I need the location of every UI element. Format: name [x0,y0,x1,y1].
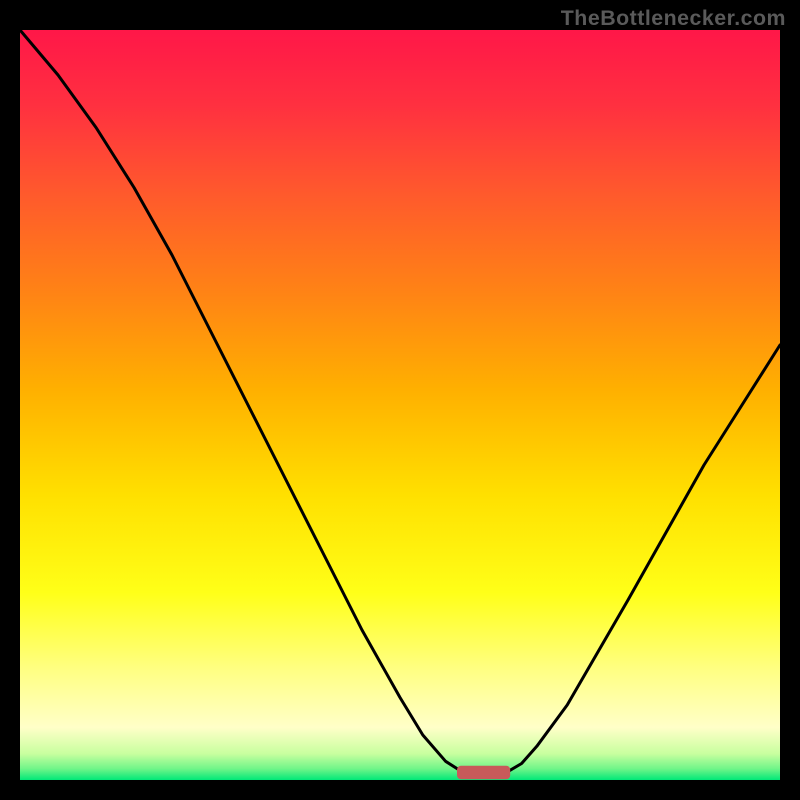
optimum-marker [457,766,510,780]
watermark-text: TheBottlenecker.com [561,6,786,31]
gradient-background [20,30,780,780]
bottleneck-chart [0,0,800,800]
chart-frame: { "watermark": { "text": "TheBottlenecke… [0,0,800,800]
